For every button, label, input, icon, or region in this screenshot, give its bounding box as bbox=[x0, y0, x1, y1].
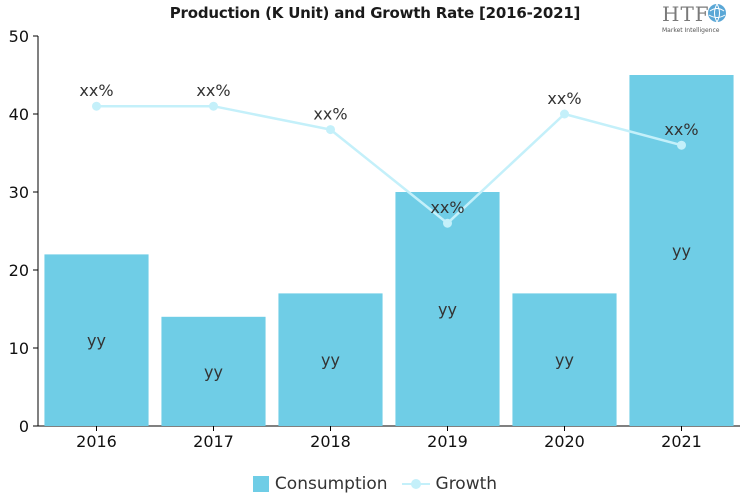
growth-point bbox=[443, 218, 452, 228]
x-tick-label: 2019 bbox=[427, 432, 468, 451]
legend-item-consumption: Consumption bbox=[252, 474, 388, 494]
y-tick-label: 10 bbox=[9, 339, 29, 358]
bar bbox=[395, 192, 500, 426]
htf-logo: HTF Market Intelligence bbox=[660, 2, 732, 36]
y-tick-label: 30 bbox=[9, 183, 29, 202]
bar bbox=[512, 293, 617, 426]
growth-point bbox=[209, 101, 218, 111]
x-tick-label: 2016 bbox=[76, 432, 117, 451]
globe-icon bbox=[708, 3, 726, 23]
y-tick-label: 20 bbox=[9, 261, 29, 280]
growth-point bbox=[677, 140, 686, 150]
bar-data-label: yy bbox=[321, 351, 340, 370]
legend-swatch-line bbox=[401, 476, 430, 492]
growth-line bbox=[96, 104, 682, 225]
x-tick-label: 2018 bbox=[310, 432, 351, 451]
legend: Consumption Growth bbox=[0, 474, 750, 494]
logo-subtext: Market Intelligence bbox=[662, 27, 720, 34]
growth-data-label: xx% bbox=[196, 81, 230, 100]
legend-swatch-bar bbox=[252, 476, 269, 492]
growth-point bbox=[92, 101, 101, 111]
bar bbox=[161, 316, 266, 426]
growth-data-label: xx% bbox=[547, 89, 581, 108]
growth-data-label: xx% bbox=[313, 105, 347, 124]
bar bbox=[629, 75, 734, 426]
legend-label-growth: Growth bbox=[435, 474, 498, 494]
growth-point bbox=[326, 125, 335, 135]
legend-label-consumption: Consumption bbox=[274, 474, 388, 494]
growth-data-label: xx% bbox=[664, 120, 698, 139]
y-tick-label: 50 bbox=[9, 27, 29, 46]
x-tick-label: 2017 bbox=[193, 432, 234, 451]
bar-series: yy yy yy yy yy yy bbox=[44, 75, 734, 426]
growth-data-label: xx% bbox=[79, 81, 113, 100]
legend-item-growth: Growth bbox=[401, 474, 498, 494]
bar-data-label: yy bbox=[438, 300, 457, 319]
growth-point bbox=[560, 109, 569, 119]
x-tick-label: 2020 bbox=[544, 432, 585, 451]
bar-data-label: yy bbox=[204, 362, 223, 381]
x-tick-label: 2021 bbox=[661, 432, 702, 451]
bar bbox=[278, 293, 383, 426]
bar-data-label: yy bbox=[87, 331, 106, 350]
bar bbox=[44, 254, 149, 426]
chart-title: Production (K Unit) and Growth Rate [201… bbox=[169, 4, 581, 22]
axes: 0 10 20 30 40 50 2016 2017 2018 2019 2020 2021 bbox=[9, 27, 740, 451]
growth-data-label: xx% bbox=[430, 198, 464, 217]
y-tick-label: 0 bbox=[19, 417, 29, 436]
y-tick-label: 40 bbox=[9, 105, 29, 124]
line-series: xx% xx% xx% xx% xx% xx% bbox=[79, 81, 699, 228]
logo-text: HTF bbox=[662, 2, 710, 26]
bar-data-label: yy bbox=[555, 351, 574, 370]
bar-data-label: yy bbox=[672, 242, 691, 261]
